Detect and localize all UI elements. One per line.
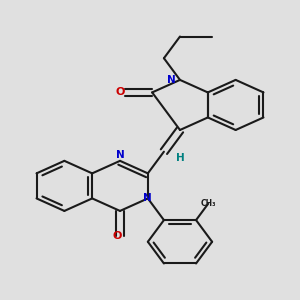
Text: H: H (176, 153, 185, 163)
Text: N: N (167, 75, 176, 85)
Text: O: O (116, 87, 125, 98)
Text: N: N (116, 150, 124, 160)
Text: CH₃: CH₃ (200, 199, 216, 208)
Text: O: O (112, 231, 122, 241)
Text: N: N (143, 194, 152, 203)
